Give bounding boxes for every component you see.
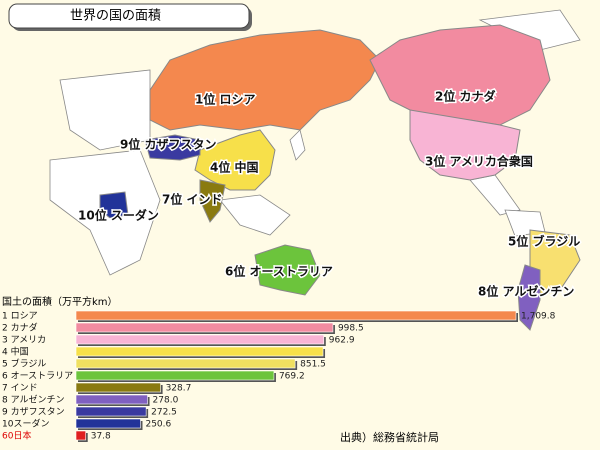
value-label: 250.6 [145, 420, 171, 430]
map-label: 10位 スーダン [78, 208, 159, 223]
map-label: 2位 カナダ [435, 89, 496, 104]
map-label: 1位 ロシア [195, 92, 256, 107]
china [194, 129, 276, 191]
map-label: 9位 カザフスタン [120, 137, 217, 152]
title-box [8, 3, 250, 29]
world-map [49, 9, 581, 331]
value-label: 272.5 [151, 408, 177, 418]
bar [75, 322, 334, 333]
canada [369, 24, 551, 126]
argentina [517, 264, 541, 331]
bar [75, 358, 296, 369]
value-label: 962.9 [329, 336, 355, 346]
page-title: 世界の国の面積 [70, 9, 161, 24]
map-label: 3位 アメリカ合衆国 [425, 154, 533, 169]
bar [75, 334, 325, 345]
value-label: 37.8 [91, 432, 111, 442]
category-label: 1 ロシア [2, 312, 38, 322]
category-label: 9 カザフスタン [2, 407, 65, 418]
value-label: 1,709.8 [521, 312, 556, 322]
india [199, 179, 226, 223]
japan [289, 129, 306, 161]
kazakhstan [144, 134, 201, 161]
bar [75, 418, 141, 429]
russia [149, 29, 381, 131]
category-label: 6 オーストラリア [2, 371, 73, 382]
bar [75, 406, 147, 417]
map-label: 8位 アルゼンチン [478, 284, 574, 299]
europe [59, 69, 151, 151]
bar [75, 310, 517, 321]
bar [75, 382, 161, 393]
usa [409, 109, 521, 181]
map-label: 4位 中国 [210, 160, 259, 175]
sudan [99, 191, 129, 219]
map-label: 6位 オーストラリア [225, 264, 333, 279]
map-label: 7位 インド [162, 192, 223, 207]
australia [254, 244, 321, 296]
bar [75, 346, 324, 357]
value-label: 278.0 [153, 396, 179, 406]
category-label: 2 カナダ [2, 322, 38, 334]
source: 出典）総務省統計局 [340, 430, 439, 444]
value-label: 328.7 [166, 384, 192, 394]
value-label: 769.2 [279, 372, 305, 382]
bar [75, 394, 148, 405]
category-label: 10スーダン [2, 418, 49, 430]
southeast-asia [219, 194, 291, 236]
value-label: 851.5 [300, 360, 326, 370]
category-label: 5 ブラジル [2, 358, 46, 370]
map-label: 5位 ブラジル [508, 234, 580, 249]
category-label: 8 アルゼンチン [2, 394, 65, 406]
category-label: 3 アメリカ [2, 335, 46, 346]
value-label: 998.5 [338, 324, 364, 334]
bar [75, 430, 87, 441]
category-label: 4 中国 [2, 346, 29, 358]
category-label: 60日本 [2, 430, 31, 442]
chart-title: 国土の面積（万平方km） [2, 295, 118, 308]
bar [75, 370, 275, 381]
category-label: 7 インド [2, 384, 38, 394]
